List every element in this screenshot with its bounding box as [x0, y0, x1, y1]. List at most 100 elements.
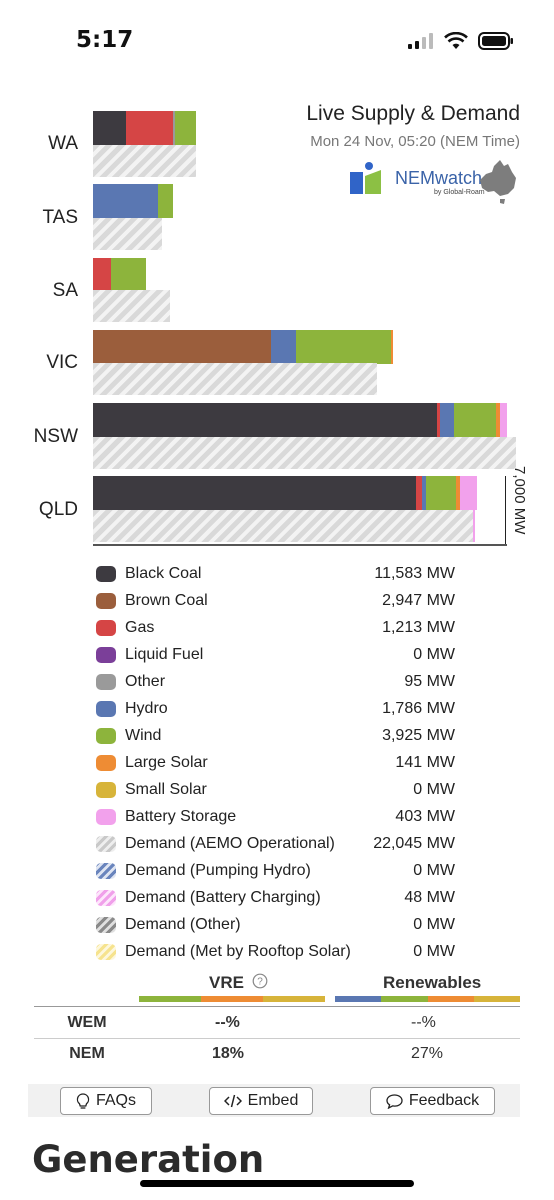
legend-value: 141 MW [395, 754, 455, 771]
legend-name: Demand (Other) [125, 916, 241, 933]
region-label-nsw: NSW [33, 426, 78, 447]
legend-item: Demand (Pumping Hydro) 0 MW [96, 859, 476, 886]
region-label-vic: VIC [46, 352, 78, 373]
demand-battery-charging-swatch-icon [96, 890, 116, 906]
large-solar-swatch-icon [96, 755, 116, 771]
segment-wind [158, 184, 173, 218]
supply-bar-tas [93, 184, 173, 218]
legend-name: Black Coal [125, 565, 202, 582]
region-label-qld: QLD [38, 499, 78, 520]
segment-large-solar [496, 403, 500, 437]
legend-value: 22,045 MW [373, 835, 455, 852]
supply-bar-qld [93, 476, 477, 510]
segment-gas [93, 258, 111, 292]
legend-item: Small Solar 0 MW [96, 778, 476, 805]
region-label-wa: WA [48, 133, 78, 154]
segment-wind [454, 403, 496, 437]
speech-bubble-icon [386, 1093, 403, 1109]
supply-bar-wa [93, 111, 196, 145]
legend-value: 0 MW [413, 781, 455, 798]
segment-battery [500, 403, 507, 437]
segment-hydro [93, 184, 158, 218]
faqs-button[interactable]: FAQs [60, 1087, 152, 1115]
faqs-label: FAQs [95, 1092, 136, 1109]
legend-name: Demand (Pumping Hydro) [125, 862, 311, 879]
legend-item: Battery Storage 403 MW [96, 805, 476, 832]
lightbulb-icon [76, 1092, 90, 1109]
legend-value: 0 MW [413, 862, 455, 879]
legend-name: Hydro [125, 700, 168, 717]
logo-wordmark: NEMwatch [395, 168, 483, 188]
legend-item: Demand (Other) 0 MW [96, 913, 476, 940]
svg-text:?: ? [257, 977, 263, 988]
renewables-header: Renewables [383, 973, 482, 992]
region-label-tas: TAS [42, 207, 78, 228]
feedback-button[interactable]: Feedback [370, 1087, 495, 1115]
market-label-nem: NEM [69, 1045, 105, 1062]
supply-bar-vic [93, 330, 393, 364]
liquid-fuel-swatch-icon [96, 647, 116, 663]
legend-item: Wind 3,925 MW [96, 724, 476, 751]
segment-other [173, 111, 175, 145]
battery-icon [478, 32, 513, 50]
demand-bar-sa [93, 290, 170, 322]
signal-icon [408, 33, 433, 49]
brown-coal-swatch-icon [96, 593, 116, 609]
segment-large-solar [456, 476, 460, 510]
black-coal-swatch-icon [96, 566, 116, 582]
legend-item: Other 95 MW [96, 670, 476, 697]
legend-name: Brown Coal [125, 592, 208, 609]
demand-bar-vic [93, 363, 377, 395]
legend-name: Small Solar [125, 781, 207, 798]
legend-item: Demand (AEMO Operational) 22,045 MW [96, 832, 476, 859]
legend-name: Gas [125, 619, 155, 636]
demand-rooftop-solar-swatch-icon [96, 944, 116, 960]
nemwatch-logo[interactable]: NEMwatch by Global-Roam [350, 158, 520, 206]
section-heading: Generation [32, 1138, 265, 1181]
supply-bar-nsw [93, 403, 507, 437]
wifi-icon [444, 32, 468, 49]
axis-max-label: 7,000 MW [511, 466, 528, 535]
legend-value: 0 MW [413, 646, 455, 663]
wem-renewables-value: --% [411, 1014, 436, 1031]
vre-header: VRE [209, 973, 244, 992]
chart-title: Live Supply & Demand [306, 102, 520, 125]
wind-swatch-icon [96, 728, 116, 744]
help-icon[interactable]: ? [252, 973, 268, 989]
segment-gas [126, 111, 173, 145]
nem-renewables-value: 27% [411, 1045, 444, 1062]
nemwatch-logo-mark-icon [350, 162, 381, 194]
segment-wind [426, 476, 456, 510]
legend-item: Liquid Fuel 0 MW [96, 643, 476, 670]
region-label-sa: SA [52, 280, 78, 301]
market-label-wem: WEM [67, 1014, 107, 1031]
legend-item: Gas 1,213 MW [96, 616, 476, 643]
logo-byline: by Global-Roam [434, 189, 485, 196]
status-icons [408, 32, 514, 50]
segment-large-solar [391, 330, 393, 364]
segment-gas [437, 403, 440, 437]
other-swatch-icon [96, 674, 116, 690]
legend-value: 11,583 MW [374, 565, 455, 582]
battery-storage-swatch-icon [96, 809, 116, 825]
nem-vre-value: 18% [212, 1045, 245, 1062]
segment-wind [296, 330, 391, 364]
home-indicator[interactable] [140, 1180, 414, 1187]
legend-name: Other [125, 673, 166, 690]
demand-other-swatch-icon [96, 917, 116, 933]
legend-item: Black Coal 11,583 MW [96, 562, 476, 589]
action-bar: FAQs Embed Feedback [28, 1084, 520, 1117]
feedback-label: Feedback [408, 1092, 480, 1109]
hydro-swatch-icon [96, 701, 116, 717]
vre-color-strip [139, 996, 325, 1002]
embed-button[interactable]: Embed [209, 1087, 313, 1115]
gas-swatch-icon [96, 620, 116, 636]
segment-black-coal [93, 403, 437, 437]
legend-name: Battery Storage [125, 808, 237, 825]
legend-value: 48 MW [404, 889, 455, 906]
segment-black-coal [93, 476, 416, 510]
legend-value: 2,947 MW [382, 592, 455, 609]
legend-value: 95 MW [404, 673, 455, 690]
legend-name: Demand (Met by Rooftop Solar) [125, 943, 351, 960]
legend-name: Large Solar [125, 754, 208, 771]
